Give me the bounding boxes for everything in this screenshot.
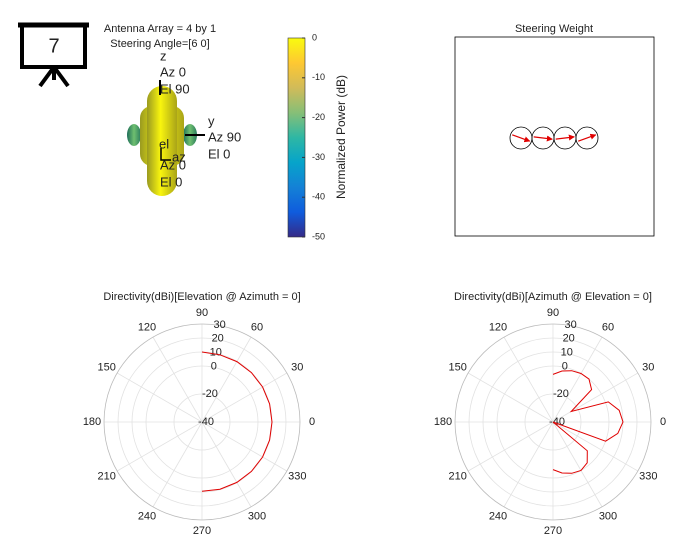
angle-tick-label: 180: [83, 416, 101, 428]
axis-label: Az 90: [208, 129, 241, 144]
angle-tick-label: 30: [642, 361, 654, 373]
grid-line: [201, 336, 252, 423]
angle-tick-label: 300: [599, 510, 617, 522]
weight-arrow: [578, 133, 597, 142]
axis-label: El 90: [160, 81, 190, 96]
r-tick-label: -40: [549, 416, 565, 428]
colorbar: [287, 37, 306, 238]
surface: [127, 124, 141, 146]
weight-arrow: [555, 134, 575, 141]
axis: [160, 148, 171, 161]
angle-tick-label: 270: [193, 525, 211, 537]
grid-line: [552, 421, 639, 472]
weight-arrow: [512, 134, 531, 143]
angle-tick-label: 210: [98, 470, 116, 482]
angle-tick-label: 30: [291, 361, 303, 373]
r-tick-label: -20: [553, 388, 569, 400]
grid-circle: [468, 337, 638, 507]
colorbar-tick-label: -50: [312, 231, 325, 241]
title: Steering Angle=[6 0]: [110, 38, 209, 50]
grid-line: [467, 372, 554, 423]
axes-box: [454, 36, 655, 237]
angle-tick-label: 180: [434, 416, 452, 428]
grid-circle: [524, 393, 582, 451]
grid-line: [201, 421, 252, 508]
title: Directivity(dBi)[Azimuth @ Elevation = 0…: [454, 291, 652, 303]
r-tick-label: 20: [563, 333, 575, 345]
angle-tick-label: 60: [602, 322, 614, 334]
r-tick-label: 0: [562, 360, 568, 372]
pattern-line: [552, 370, 624, 474]
weight-circle: [575, 126, 599, 150]
axis-label: az: [172, 149, 186, 164]
colorbar-tick-label: -20: [312, 112, 325, 122]
grid-circle: [496, 365, 610, 479]
r-tick-label: 30: [565, 319, 577, 331]
grid-line: [552, 421, 603, 508]
grid-line: [152, 336, 203, 423]
axis-label: Az 0: [160, 157, 186, 172]
grid-circle: [145, 365, 259, 479]
grid-circle: [117, 337, 287, 507]
r-tick-label: 20: [212, 333, 224, 345]
icon-label: 7: [48, 35, 59, 57]
angle-tick-label: 330: [639, 470, 657, 482]
icon: 7: [18, 22, 89, 88]
surface: [147, 86, 177, 196]
angle-tick-label: 0: [660, 416, 666, 428]
colorbar-tick-label: -30: [312, 152, 325, 162]
grid-line: [201, 421, 288, 472]
angle-tick-label: 270: [544, 525, 562, 537]
grid-line: [116, 421, 203, 472]
r-tick-label: 10: [210, 347, 222, 359]
colorbar-label: Normalized Power (dB): [334, 75, 348, 199]
r-tick-label: -20: [202, 388, 218, 400]
angle-tick-label: 330: [288, 470, 306, 482]
angle-tick-label: 240: [489, 510, 507, 522]
grid-line: [503, 421, 554, 508]
weight-arrow: [533, 135, 553, 142]
grid-line: [201, 372, 288, 423]
r-tick-label: 10: [561, 347, 573, 359]
grid-line: [116, 372, 203, 423]
axis-label: El 0: [208, 146, 230, 161]
r-tick-label: -40: [198, 416, 214, 428]
pattern-line: [201, 351, 273, 492]
pattern-3d: Antenna Array = 4 by 1 Steering Angle=[6…: [104, 23, 348, 199]
title: Directivity(dBi)[Elevation @ Azimuth = 0…: [103, 291, 300, 303]
angle-tick-label: 150: [449, 361, 467, 373]
angle-tick-label: 90: [196, 307, 208, 319]
angle-tick-label: 120: [489, 322, 507, 334]
r-tick-label: 30: [214, 319, 226, 331]
angle-tick-label: 300: [248, 510, 266, 522]
colorbar-tick-label: -10: [312, 72, 325, 82]
r-tick-label: 0: [211, 360, 217, 372]
colorbar-tick-label: -40: [312, 192, 325, 202]
title: Steering Weight: [515, 23, 593, 35]
angle-tick-label: 90: [547, 307, 559, 319]
axis-label: y: [208, 113, 215, 128]
angle-tick-label: 150: [98, 361, 116, 373]
colorbar-tick-label: 0: [312, 32, 317, 42]
grid-circle: [454, 323, 652, 521]
angle-tick-label: 240: [138, 510, 156, 522]
axis-label: el: [159, 136, 169, 151]
grid-line: [552, 336, 603, 423]
grid-line: [152, 421, 203, 508]
angle-tick-label: 60: [251, 322, 263, 334]
title: Antenna Array = 4 by 1: [104, 23, 216, 35]
grid-circle: [173, 393, 231, 451]
grid-circle: [103, 323, 301, 521]
axis-label: z: [160, 48, 167, 63]
angle-tick-label: 210: [449, 470, 467, 482]
angle-tick-label: 120: [138, 322, 156, 334]
grid-line: [467, 421, 554, 472]
axis-label: El 0: [160, 174, 182, 189]
angle-tick-label: 0: [309, 416, 315, 428]
grid-line: [552, 372, 639, 423]
axis-label: Az 0: [160, 64, 186, 79]
grid-line: [503, 336, 554, 423]
